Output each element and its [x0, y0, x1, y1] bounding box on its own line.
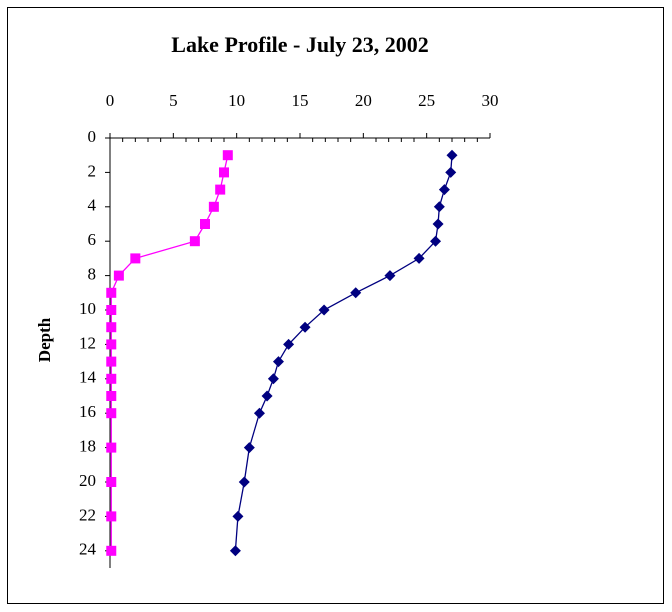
y-tick-label: 8 — [88, 265, 97, 284]
y-tick-label: 18 — [79, 437, 96, 456]
x-tick-label: 5 — [169, 91, 178, 110]
data-point — [384, 270, 396, 282]
data-point — [432, 218, 444, 230]
data-point — [106, 356, 117, 367]
y-tick-label: 4 — [88, 196, 97, 215]
data-point — [130, 253, 141, 264]
data-point — [219, 167, 229, 178]
data-point — [208, 201, 219, 212]
data-point — [350, 287, 362, 299]
data-point — [106, 511, 117, 522]
data-point — [267, 373, 279, 385]
y-tick-label: 6 — [88, 230, 97, 249]
x-tick-label: 20 — [355, 91, 372, 110]
data-point — [229, 545, 241, 557]
y-tick-label: 2 — [88, 161, 97, 180]
data-point — [243, 442, 255, 454]
y-axis-label: Depth — [35, 317, 54, 362]
data-point — [433, 201, 445, 213]
data-point — [106, 322, 117, 333]
y-tick-label: 0 — [88, 127, 97, 146]
chart-frame — [7, 7, 664, 604]
data-point — [106, 391, 117, 401]
data-point — [106, 287, 117, 298]
data-point — [430, 235, 442, 247]
data-point — [272, 356, 284, 368]
data-point — [283, 338, 295, 350]
data-point — [238, 476, 250, 488]
data-point — [215, 184, 226, 195]
data-point — [261, 390, 273, 402]
data-point — [200, 219, 210, 229]
x-tick-label: 15 — [292, 91, 309, 110]
y-tick-label: 12 — [79, 333, 96, 352]
data-point — [106, 408, 117, 419]
data-point — [106, 477, 117, 487]
x-tick-label: 30 — [482, 91, 499, 110]
y-tick-label: 24 — [79, 540, 97, 559]
data-point — [438, 184, 450, 196]
x-tick-label: 0 — [106, 91, 115, 110]
data-point — [299, 321, 311, 333]
data-point — [413, 252, 425, 264]
data-point — [106, 373, 117, 384]
data-point — [106, 442, 117, 453]
data-point — [445, 166, 457, 178]
chart-title: Lake Profile - July 23, 2002 — [171, 32, 428, 57]
y-tick-label: 16 — [79, 402, 96, 421]
data-point — [113, 270, 124, 281]
data-point — [446, 149, 458, 161]
x-tick-label: 25 — [418, 91, 435, 110]
y-tick-label: 14 — [79, 368, 97, 387]
y-tick-label: 20 — [79, 471, 96, 490]
data-point — [318, 304, 330, 316]
data-point — [189, 236, 200, 247]
data-point — [106, 339, 117, 350]
data-point — [106, 305, 117, 315]
data-point — [106, 545, 117, 556]
data-point — [232, 510, 244, 522]
data-point — [253, 407, 265, 419]
data-point — [222, 150, 233, 161]
y-tick-label: 10 — [79, 299, 96, 318]
y-tick-label: 22 — [79, 505, 96, 524]
x-tick-label: 10 — [228, 91, 245, 110]
